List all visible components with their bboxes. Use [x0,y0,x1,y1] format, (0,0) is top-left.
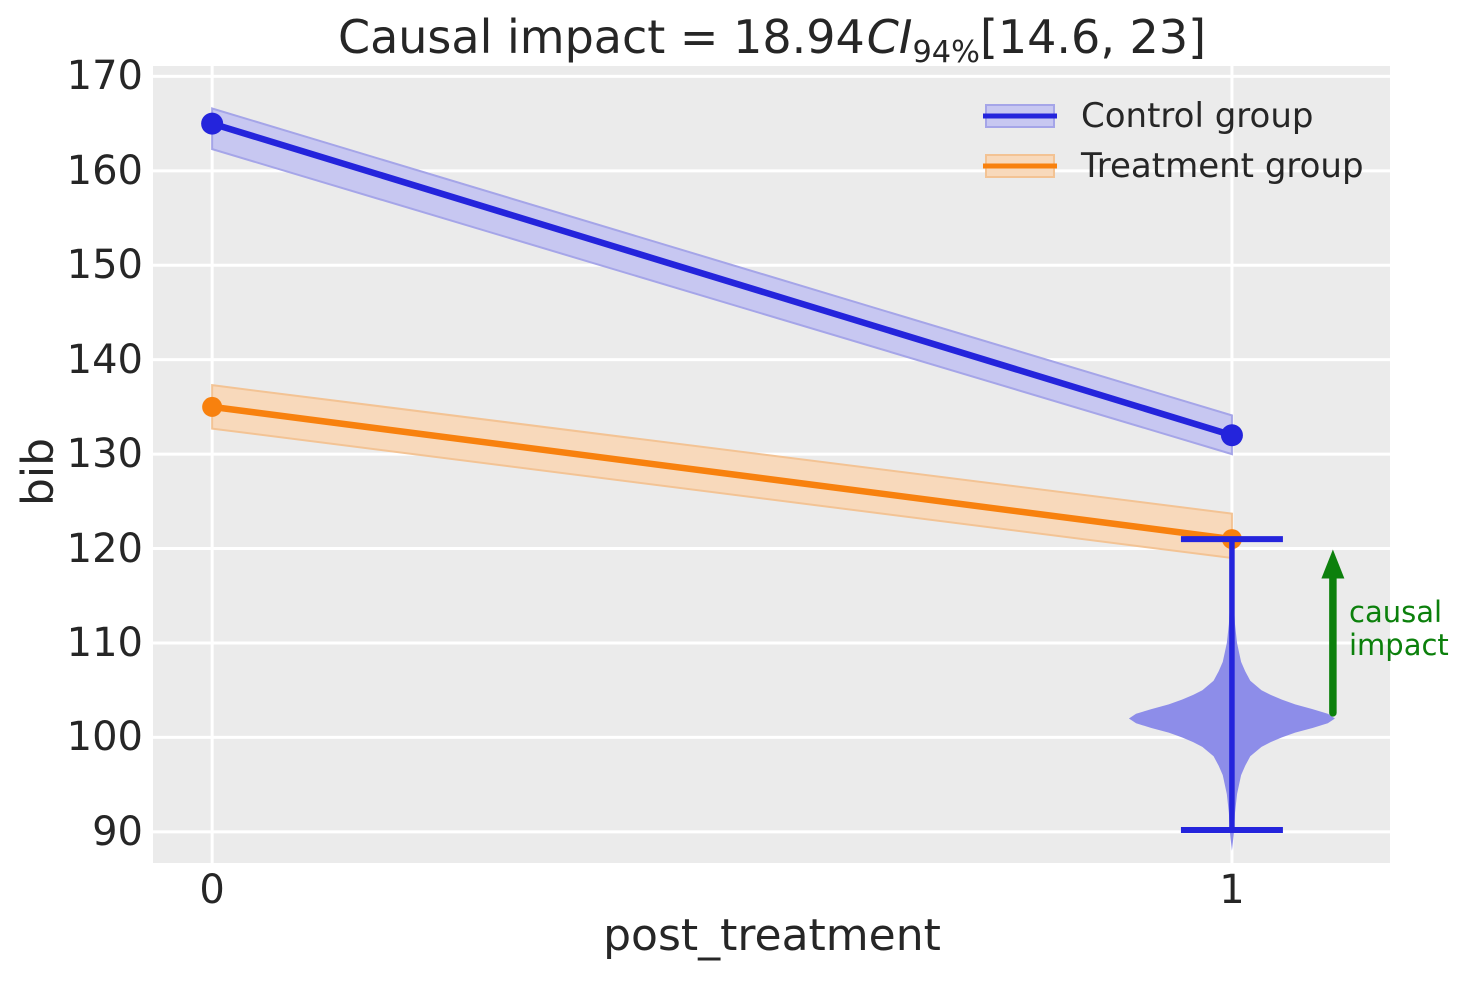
legend-swatch-treatment-band [983,154,1057,178]
y-axis-ticks: 90 100 110 120 130 140 150 160 170 [0,0,143,983]
y-tick-label: 160 [66,147,143,194]
y-tick-label: 150 [66,242,143,289]
y-tick-label: 140 [66,336,143,383]
series-marker-0 [1220,424,1243,447]
series-marker-1 [202,396,223,417]
y-tick-label: 90 [92,808,143,855]
y-tick-label: 170 [66,53,143,100]
legend-item-treatment: Treatment group [983,146,1364,186]
causal-impact-arrow-head [1321,549,1345,579]
legend-swatch-treatment-line [983,163,1057,169]
y-tick-label: 120 [66,525,143,572]
causal-impact-annotation: causal impact [1349,595,1449,662]
series-line-0 [208,120,1236,439]
legend-label-treatment: Treatment group [1081,146,1364,186]
legend-swatch-control-line [983,113,1057,119]
series-marker-0 [201,112,224,135]
chart-title: Causal impact = 18.94CI94%[14.6, 23] [338,10,1206,70]
series-line-1 [208,403,1236,543]
x-tick-label: 1 [1219,867,1245,913]
legend-item-control: Control group [983,96,1364,136]
legend-swatch-control-band [983,104,1057,128]
title-ci-subscript: 94% [912,35,980,71]
x-axis-label: post_treatment [603,910,941,961]
title-ci: CI [866,10,913,64]
title-interval: [14.6, 23] [979,10,1207,64]
y-tick-label: 110 [66,619,143,666]
x-tick-label: 0 [199,867,225,913]
legend-label-control: Control group [1081,96,1314,136]
y-tick-label: 100 [66,714,143,761]
title-prefix: Causal impact = 18.94 [337,10,865,64]
legend: Control group Treatment group [983,96,1364,186]
y-tick-label: 130 [66,431,143,478]
